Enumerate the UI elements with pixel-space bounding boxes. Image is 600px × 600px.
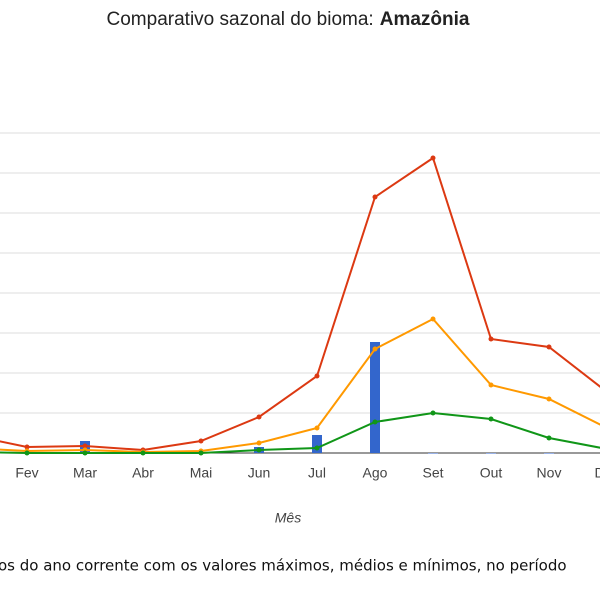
point xyxy=(546,396,552,402)
point xyxy=(372,419,378,425)
bar xyxy=(370,342,380,453)
point xyxy=(430,410,436,416)
point xyxy=(256,414,262,420)
title-emphasis: Amazônia xyxy=(380,9,470,30)
point xyxy=(488,336,494,342)
point xyxy=(430,155,436,161)
point xyxy=(24,450,30,456)
x-tick-label: Ago xyxy=(363,465,388,481)
point xyxy=(546,435,552,441)
x-tick-label: Mar xyxy=(73,465,97,481)
point xyxy=(488,416,494,422)
grid xyxy=(0,132,600,454)
chart-title: Comparativo sazonal do bioma: Amazônia xyxy=(107,9,470,30)
point xyxy=(82,443,88,449)
x-tick-label: Abr xyxy=(132,465,154,481)
point xyxy=(430,316,436,322)
x-tick-label: Jun xyxy=(248,465,271,481)
point xyxy=(372,194,378,200)
line xyxy=(0,411,600,454)
x-axis-label: Mês xyxy=(275,510,301,526)
line xyxy=(0,156,600,452)
point xyxy=(546,344,552,350)
point xyxy=(314,373,320,379)
caption: os do ano corrente com os valores máximo… xyxy=(0,557,567,575)
bar xyxy=(544,453,554,454)
x-tick-label: Nov xyxy=(537,465,562,481)
x-tick-label: Set xyxy=(422,465,443,481)
title-text: Comparativo sazonal do bioma: xyxy=(107,9,374,30)
bar xyxy=(428,453,438,454)
x-tick-label: Out xyxy=(480,465,503,481)
point xyxy=(314,445,320,451)
line xyxy=(0,317,600,454)
point xyxy=(488,382,494,388)
x-tick-label: Jul xyxy=(308,465,326,481)
point xyxy=(256,447,262,453)
bar xyxy=(486,453,496,454)
x-tick-label: Fev xyxy=(15,465,38,481)
bar xyxy=(312,435,322,453)
x-tick-label: Mai xyxy=(190,465,213,481)
point xyxy=(372,346,378,352)
point xyxy=(82,450,88,456)
point xyxy=(198,438,204,444)
point xyxy=(198,450,204,456)
point xyxy=(140,450,146,456)
x-tick-label: Dez xyxy=(595,465,600,481)
plot xyxy=(0,155,600,456)
point xyxy=(256,440,262,446)
point xyxy=(314,425,320,431)
point xyxy=(24,444,30,450)
